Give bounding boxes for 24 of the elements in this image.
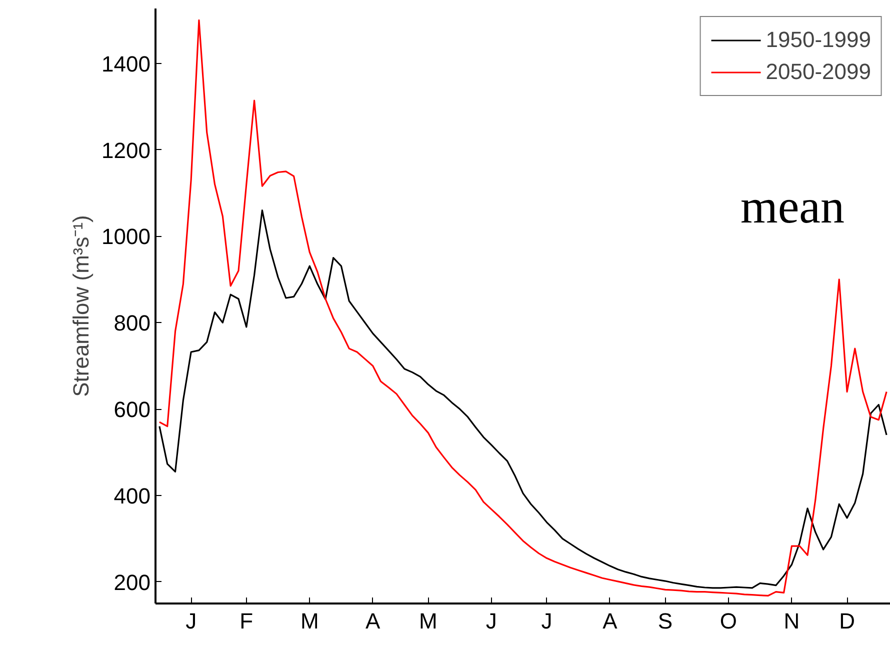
legend-label: 1950-1999 bbox=[766, 27, 871, 53]
y-tick-label: 1000 bbox=[102, 224, 151, 250]
x-tick-label: J bbox=[541, 608, 552, 634]
line-series bbox=[158, 19, 888, 597]
y-axis-title: Streamflow (m³s⁻¹) bbox=[68, 215, 94, 397]
x-tick-label: A bbox=[602, 608, 618, 634]
x-tick-label: S bbox=[658, 608, 673, 634]
x-tick-label: A bbox=[366, 608, 380, 634]
x-tick-label: M bbox=[419, 608, 438, 634]
x-tick-label: J bbox=[486, 608, 497, 634]
y-tick-label: 400 bbox=[114, 483, 151, 508]
x-tick-label: M bbox=[300, 608, 319, 634]
x-tick-label: D bbox=[839, 608, 855, 634]
y-tick-label: 600 bbox=[114, 397, 151, 422]
y-tick-label: 1200 bbox=[102, 138, 151, 163]
x-tick-label: O bbox=[720, 608, 738, 634]
y-tick-label: 200 bbox=[114, 570, 151, 595]
legend-label: 2050-2099 bbox=[766, 59, 871, 85]
x-tick-label: J bbox=[186, 608, 197, 634]
y-tick-label: 800 bbox=[114, 310, 151, 336]
annotation: mean bbox=[740, 180, 844, 234]
x-tick-label: N bbox=[784, 608, 800, 634]
x-tick-label: F bbox=[240, 608, 254, 634]
y-tick-label: 1400 bbox=[102, 51, 151, 76]
